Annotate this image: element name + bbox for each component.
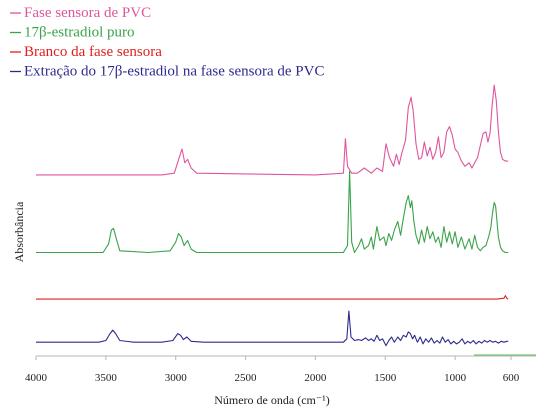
legend-entry-0: Fase sensora de PVC [24, 5, 151, 21]
x-tick-label-7: 600 [503, 372, 520, 384]
y-axis-label: Absorbância [12, 201, 26, 262]
series-group [36, 84, 509, 347]
series-line-0 [36, 84, 509, 176]
x-tick-label-1: 3500 [95, 372, 118, 384]
x-tick-label-6: 1000 [444, 372, 467, 384]
series-line-1 [36, 170, 509, 254]
x-tick-label-5: 1500 [374, 372, 397, 384]
series-line-3 [36, 310, 509, 347]
legend: Fase sensora de PVC 17β-estradiol puro Bra… [10, 5, 324, 80]
x-tick-label-0: 4000 [25, 372, 48, 384]
legend-entry-2: Branco da fase sensora [24, 44, 162, 60]
x-tick-label-4: 2000 [304, 372, 327, 384]
x-tick-label-3: 2500 [235, 372, 258, 384]
legend-entry-1: 17β-estradiol puro [24, 25, 135, 41]
x-tick-label-2: 3000 [165, 372, 188, 384]
x-ticks: 4000 3500 3000 2500 2000 1500 1000 600 [25, 356, 520, 384]
legend-entry-3: Extração do 17β-estradiol na fase sensor… [24, 64, 324, 80]
series-line-2 [36, 295, 509, 300]
x-axis-label: Número de onda (cm⁻¹) [214, 393, 330, 407]
